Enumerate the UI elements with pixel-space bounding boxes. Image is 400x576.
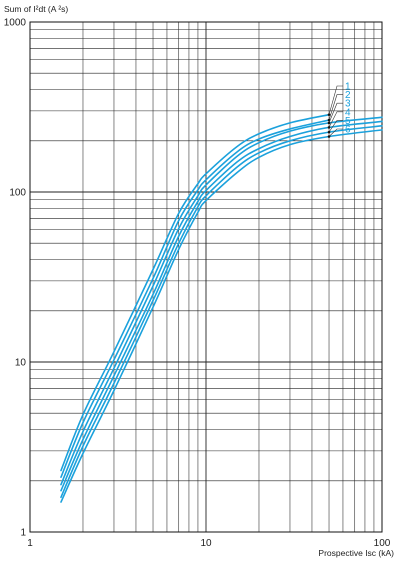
y-tick-label: 100 bbox=[9, 188, 26, 199]
curve-label-4: 4 bbox=[345, 107, 351, 118]
leader-line-2 bbox=[328, 94, 343, 121]
grid bbox=[29, 21, 383, 533]
curve-label-1: 1 bbox=[345, 82, 351, 93]
leader-dot-4 bbox=[327, 126, 331, 129]
curve-label-6: 6 bbox=[345, 125, 351, 136]
curve-label-2: 2 bbox=[345, 90, 351, 101]
series-line-2 bbox=[60, 119, 330, 479]
y-tick-label: 1000 bbox=[4, 18, 27, 29]
curve-label-3: 3 bbox=[345, 99, 351, 110]
series-line-5 bbox=[60, 125, 383, 499]
series-line-6 bbox=[60, 129, 383, 503]
y-axis-label: Sum of I²dt (A ²s) bbox=[4, 4, 68, 14]
plot-frame bbox=[29, 21, 383, 533]
x-axis-label: Prospective Isc (kA) bbox=[318, 548, 394, 558]
leader-dot-6 bbox=[327, 135, 331, 138]
leader-dot-1 bbox=[327, 113, 331, 116]
x-tick-label: 100 bbox=[374, 538, 391, 549]
series-line-4 bbox=[60, 120, 383, 492]
leader-line-5 bbox=[328, 120, 343, 133]
curves bbox=[60, 113, 383, 503]
leader-dot-5 bbox=[327, 130, 331, 134]
y-tick-label: 1 bbox=[20, 528, 26, 539]
x-tick-label: 1 bbox=[27, 538, 33, 549]
leader-line-3 bbox=[328, 102, 343, 124]
tick-labels: 1 10 100 1 10 100 1000 bbox=[4, 18, 391, 550]
x-tick-label: 10 bbox=[200, 538, 212, 549]
y-tick-label: 10 bbox=[15, 358, 27, 369]
series-line-3 bbox=[60, 116, 383, 486]
leader-line-1 bbox=[328, 85, 343, 115]
leader-line-4 bbox=[328, 111, 343, 128]
curve-label-5: 5 bbox=[345, 116, 351, 127]
leader-dot-3 bbox=[327, 121, 331, 125]
leader-line-6 bbox=[328, 128, 343, 137]
series-line-1 bbox=[60, 113, 330, 472]
